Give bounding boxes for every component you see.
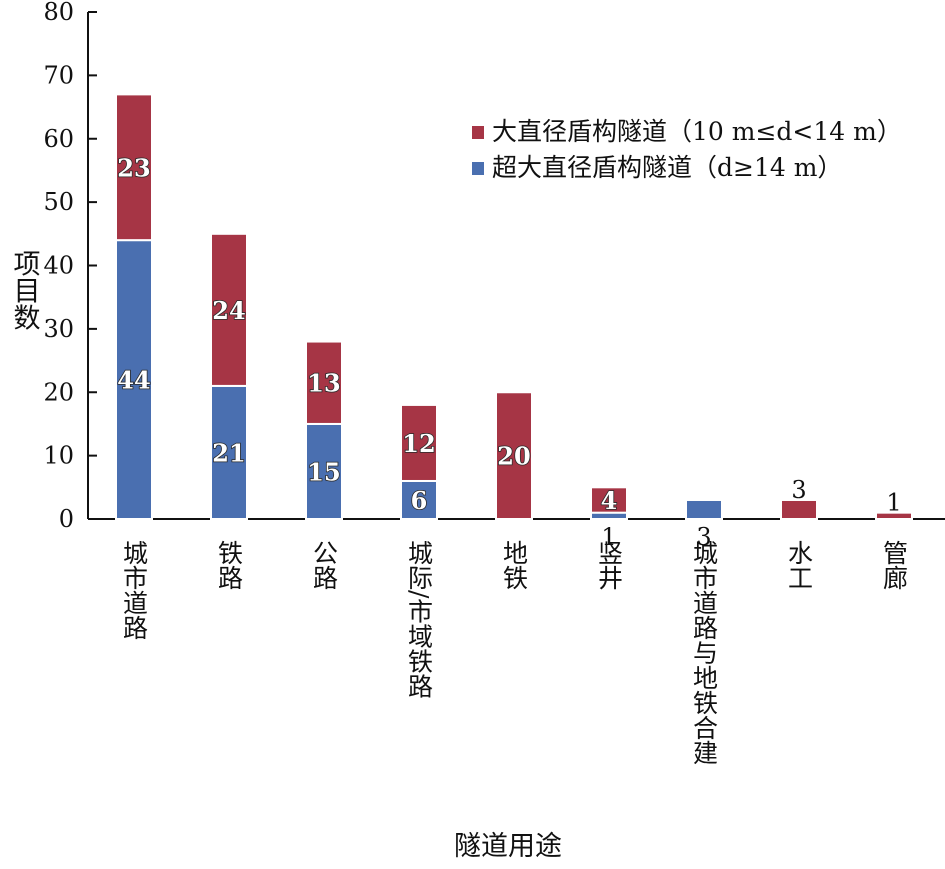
category-label: 城市道路 <box>120 540 149 640</box>
data-label: 6 <box>411 486 428 515</box>
legend: 大直径盾构隧道（10 m≤d<14 m） 超大直径盾构隧道（d≥14 m） <box>472 117 902 182</box>
y-tick-label: 60 <box>43 125 74 153</box>
legend-label: 超大直径盾构隧道（d≥14 m） <box>492 153 842 182</box>
category-label: 竖井 <box>595 540 624 590</box>
category-label: 水工 <box>785 540 814 590</box>
bars <box>115 93 913 521</box>
bar-segment <box>305 340 343 425</box>
y-tick-label: 70 <box>43 61 74 89</box>
legend-swatch <box>472 162 484 175</box>
y-ticks: 0 10 20 30 40 50 60 70 80 <box>43 0 97 533</box>
data-label: 13 <box>307 369 340 398</box>
category-label: 公路 <box>310 540 339 590</box>
category-labels: 城市道路 铁路 公路 城际/市域铁路 地铁 竖井 城市道路与地铁合建 水工 管廊 <box>120 540 909 765</box>
y-axis-title: 项目数 <box>9 250 41 331</box>
bar-segment <box>115 239 153 520</box>
bar-segment <box>495 391 533 520</box>
data-label: 4 <box>601 486 618 515</box>
data-label: 1 <box>886 489 901 517</box>
data-label: 3 <box>791 476 806 504</box>
data-label: 1 <box>601 523 616 551</box>
y-tick-label: 50 <box>43 188 74 216</box>
data-label: 3 <box>696 523 711 551</box>
bar-segment <box>400 479 438 521</box>
category-label: 城际/市域铁路 <box>405 540 434 698</box>
bar-segment <box>875 511 913 520</box>
bar-segment <box>210 384 248 520</box>
y-tick-label: 40 <box>43 252 74 280</box>
data-label: 24 <box>212 296 245 325</box>
y-tick-label: 10 <box>43 442 74 470</box>
data-label: 23 <box>117 153 150 182</box>
category-label: 地铁 <box>500 540 529 590</box>
data-label: 12 <box>402 429 435 458</box>
bar-segment <box>590 486 628 514</box>
legend-label: 大直径盾构隧道（10 m≤d<14 m） <box>492 117 902 146</box>
y-tick-label: 80 <box>43 0 74 26</box>
data-label: 20 <box>497 442 530 471</box>
data-label: 15 <box>307 457 340 486</box>
data-label: 21 <box>212 438 245 467</box>
bar-segment <box>400 403 438 482</box>
bar-segment <box>210 232 248 387</box>
data-label: 44 <box>117 366 150 395</box>
y-tick-label: 20 <box>43 378 74 406</box>
category-label: 城市道路与地铁合建 <box>690 540 719 765</box>
bar-segment <box>780 498 818 520</box>
legend-swatch <box>472 126 484 139</box>
bar-segment <box>115 93 153 242</box>
category-label: 管廊 <box>880 540 909 590</box>
bar-segment <box>305 422 343 520</box>
y-tick-label: 30 <box>43 315 74 343</box>
data-labels: 44 23 21 24 15 13 6 12 20 1 4 3 3 1 <box>116 152 901 551</box>
category-label: 铁路 <box>215 540 244 590</box>
x-axis-title: 隧道用途 <box>454 831 562 862</box>
bar-segment <box>685 498 723 520</box>
y-tick-label: 0 <box>59 505 74 533</box>
